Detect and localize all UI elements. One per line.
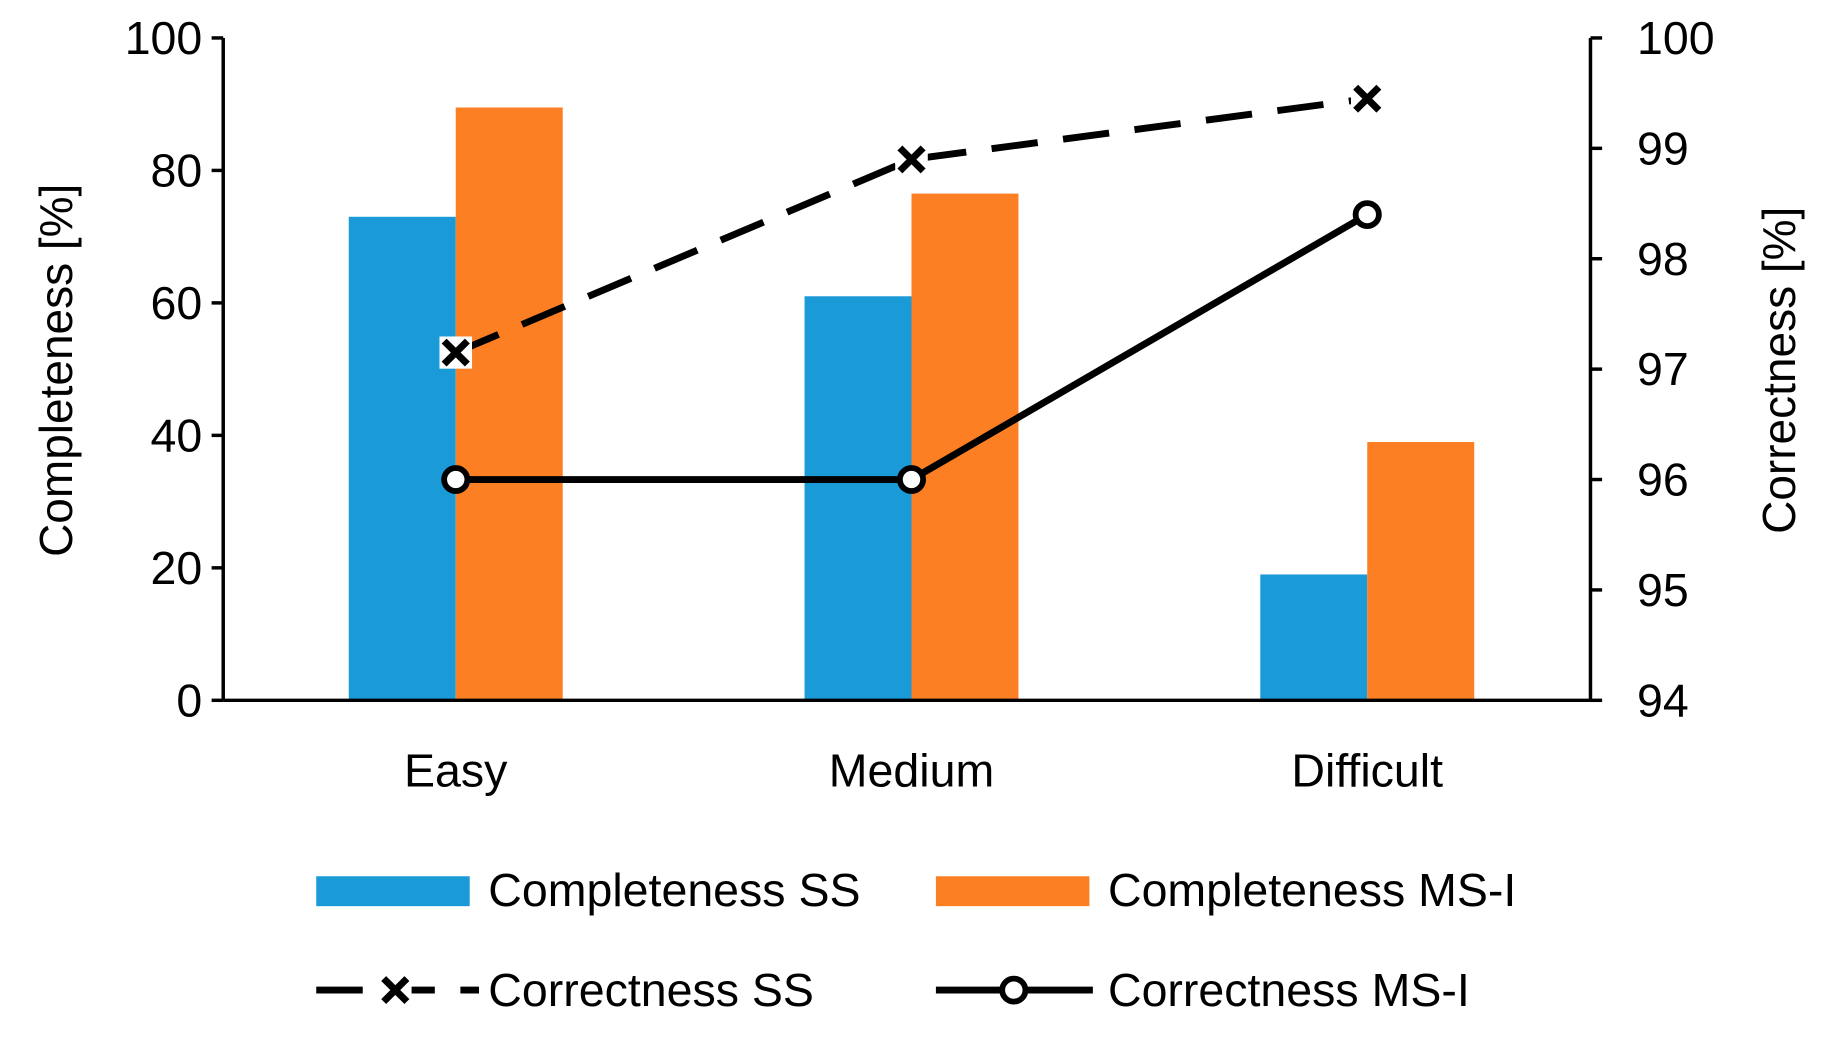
y-right-tick-label: 100 [1637, 12, 1715, 64]
y-right-tick-label: 98 [1637, 233, 1689, 285]
y-right-axis-label: Correctness [%] [1753, 207, 1805, 534]
legend-marker-circle [999, 975, 1029, 1005]
y-right-tick-label: 97 [1637, 343, 1689, 395]
y-left-tick-label: 80 [151, 145, 203, 197]
bar-completeness-ss-medium [804, 296, 912, 701]
point-correctness-ss-medium [895, 143, 928, 176]
point-correctness-ss-difficult [1350, 82, 1384, 115]
x-tick-label: Easy [404, 745, 508, 797]
legend: Completeness SS Completeness MS-I Correctn… [316, 864, 1516, 1016]
y-right-tick-label: 99 [1637, 123, 1689, 175]
bar-completeness-ss-difficult [1260, 574, 1368, 701]
legend-label: Correctness MS-I [1108, 964, 1470, 1016]
y-right-tick-label: 95 [1637, 564, 1689, 616]
y-left-axis-label: Completeness [%] [30, 184, 82, 557]
y-right-tick-label: 96 [1637, 454, 1689, 506]
legend-label: Completeness SS [488, 864, 860, 916]
x-tick-label: Difficult [1291, 745, 1443, 797]
legend-label: Completeness MS-I [1108, 864, 1516, 916]
legend-swatch-0 [316, 876, 470, 907]
point-correctness-ms-i-difficult [1352, 200, 1382, 229]
y-left-tick-label: 0 [176, 675, 202, 727]
point-correctness-ss-easy [439, 336, 473, 369]
x-tick-label: Medium [829, 745, 994, 797]
legend-label: Correctness SS [488, 964, 814, 1016]
y-left-tick-label: 20 [151, 542, 203, 594]
legend-marker-x [379, 974, 412, 1007]
bar-completeness-ss-easy [348, 216, 456, 701]
y-left-tick-label: 40 [151, 410, 203, 462]
x-marker-icon [441, 338, 470, 367]
bar-completeness-ms-i-easy [455, 107, 563, 701]
y-left-tick-label: 60 [151, 277, 203, 329]
x-marker-icon [1353, 84, 1382, 113]
line-correctness-ss [454, 95, 1368, 356]
legend-swatch-1 [935, 876, 1090, 907]
y-left-tick-label: 100 [125, 12, 203, 64]
point-correctness-ms-i-easy [441, 465, 471, 494]
bars-layer [348, 107, 1475, 701]
y-right-tick-label: 94 [1637, 675, 1689, 727]
bar-completeness-ms-i-difficult [1367, 441, 1475, 701]
x-marker-icon [897, 145, 926, 174]
x-marker-icon [381, 976, 410, 1005]
point-correctness-ms-i-medium [896, 465, 927, 494]
lines-layer [439, 82, 1384, 494]
axes-layer: 0 20 40 60 80 100 94 95 96 97 98 99 100 Easy Medium Dif… [125, 12, 1715, 796]
